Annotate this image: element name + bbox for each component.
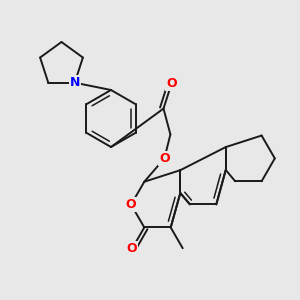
Text: O: O: [127, 242, 137, 255]
Text: O: O: [166, 77, 177, 90]
Text: O: O: [159, 152, 170, 165]
Text: O: O: [126, 198, 136, 211]
Text: N: N: [70, 76, 80, 89]
